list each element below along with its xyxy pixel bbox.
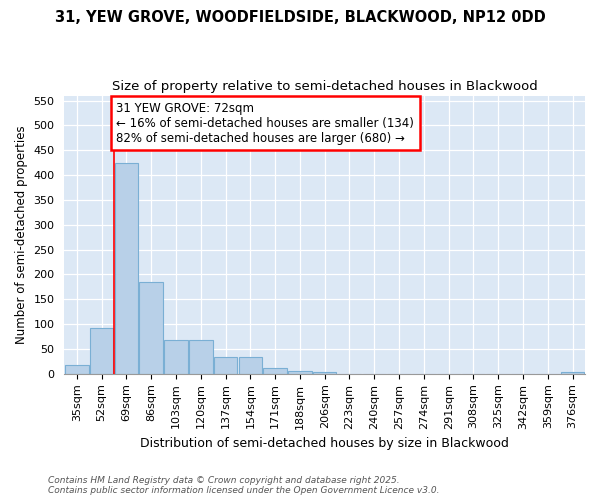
Text: 31 YEW GROVE: 72sqm
← 16% of semi-detached houses are smaller (134)
82% of semi-: 31 YEW GROVE: 72sqm ← 16% of semi-detach… (116, 102, 415, 144)
Text: 31, YEW GROVE, WOODFIELDSIDE, BLACKWOOD, NP12 0DD: 31, YEW GROVE, WOODFIELDSIDE, BLACKWOOD,… (55, 10, 545, 25)
Bar (65, 365, 89, 374)
Bar (164, 340, 188, 374)
Bar (139, 282, 163, 374)
Bar (561, 372, 584, 374)
Bar (263, 368, 287, 374)
Bar (239, 358, 262, 374)
Y-axis label: Number of semi-detached properties: Number of semi-detached properties (15, 126, 28, 344)
Bar (288, 371, 311, 374)
X-axis label: Distribution of semi-detached houses by size in Blackwood: Distribution of semi-detached houses by … (140, 437, 509, 450)
Bar (115, 162, 138, 374)
Title: Size of property relative to semi-detached houses in Blackwood: Size of property relative to semi-detach… (112, 80, 538, 93)
Text: Contains HM Land Registry data © Crown copyright and database right 2025.
Contai: Contains HM Land Registry data © Crown c… (48, 476, 439, 495)
Bar (214, 358, 238, 374)
Bar (189, 340, 212, 374)
Bar (90, 328, 113, 374)
Bar (313, 372, 337, 374)
